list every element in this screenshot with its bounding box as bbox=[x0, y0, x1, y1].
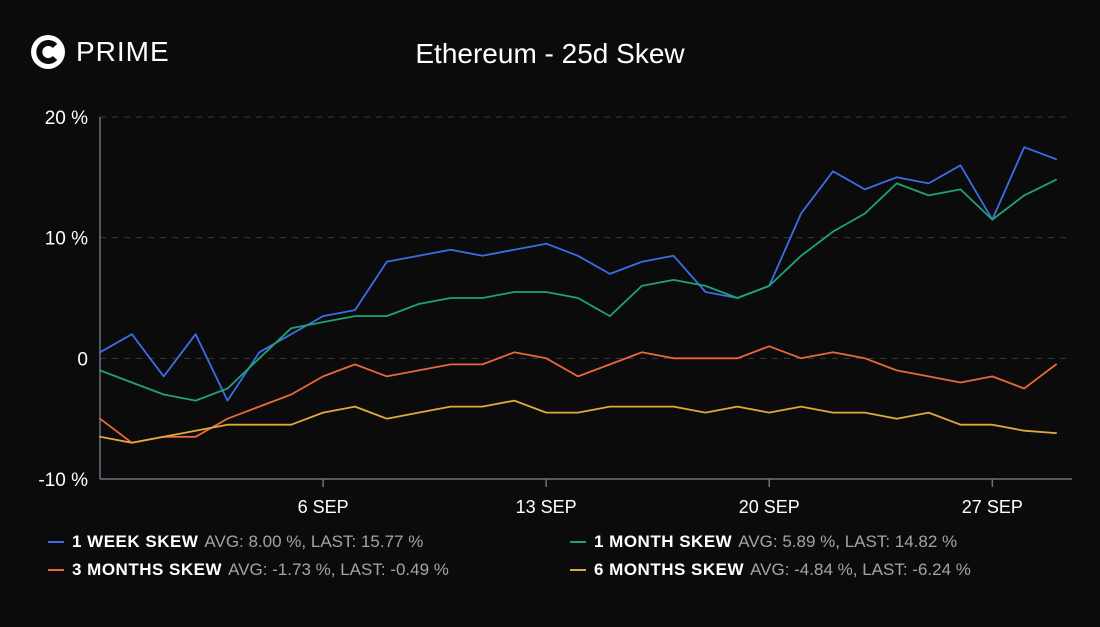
legend: 1 WEEK SKEW AVG: 8.00 %, LAST: 15.77 % 1… bbox=[48, 532, 1068, 588]
prime-logo-icon bbox=[31, 35, 65, 69]
legend-avg: AVG: -4.84 % bbox=[750, 560, 853, 579]
legend-item-1-week: 1 WEEK SKEW AVG: 8.00 %, LAST: 15.77 % bbox=[48, 532, 423, 552]
legend-series-name: 1 MONTH SKEW bbox=[594, 532, 733, 551]
legend-swatch bbox=[48, 569, 64, 571]
legend-swatch bbox=[48, 541, 64, 543]
legend-item-6-months: 6 MONTHS SKEW AVG: -4.84 %, LAST: -6.24 … bbox=[570, 560, 971, 580]
legend-item-1-month: 1 MONTH SKEW AVG: 5.89 %, LAST: 14.82 % bbox=[570, 532, 957, 552]
series-line-3 bbox=[99, 399, 1057, 444]
legend-item-3-months: 3 MONTHS SKEW AVG: -1.73 %, LAST: -0.49 … bbox=[48, 560, 449, 580]
legend-last: LAST: -6.24 % bbox=[862, 560, 971, 579]
grid-lines bbox=[100, 116, 1072, 359]
x-axis-ticks: 6 SEP 13 SEP 20 SEP 27 SEP bbox=[298, 479, 1023, 517]
x-tick-label: 20 SEP bbox=[739, 497, 800, 517]
legend-series-name: 6 MONTHS SKEW bbox=[594, 560, 745, 579]
chart-title: Ethereum - 25d Skew bbox=[415, 38, 685, 69]
y-tick-label: 10 % bbox=[45, 229, 88, 250]
series-line-0 bbox=[99, 146, 1057, 402]
legend-row: 3 MONTHS SKEW AVG: -1.73 %, LAST: -0.49 … bbox=[48, 560, 1068, 588]
y-tick-label: -10 % bbox=[38, 470, 88, 491]
legend-swatch bbox=[570, 541, 586, 543]
x-tick-label: 13 SEP bbox=[516, 497, 577, 517]
brand: PRIME bbox=[30, 34, 170, 70]
legend-avg: AVG: -1.73 % bbox=[228, 560, 331, 579]
y-axis-ticks: 20 % 10 % 0 -10 % bbox=[38, 108, 88, 491]
legend-avg: AVG: 5.89 % bbox=[738, 532, 836, 551]
series-lines bbox=[99, 146, 1057, 444]
legend-series-name: 1 WEEK SKEW bbox=[72, 532, 199, 551]
legend-series-name: 3 MONTHS SKEW bbox=[72, 560, 223, 579]
legend-row: 1 WEEK SKEW AVG: 8.00 %, LAST: 15.77 % 1… bbox=[48, 532, 1068, 560]
brand-name: PRIME bbox=[76, 36, 170, 67]
series-line-1 bbox=[99, 178, 1057, 402]
legend-swatch bbox=[570, 569, 586, 571]
series-line-2 bbox=[99, 345, 1057, 444]
legend-last: LAST: -0.49 % bbox=[340, 560, 449, 579]
y-tick-label: 0 bbox=[77, 349, 88, 370]
legend-last: LAST: 15.77 % bbox=[310, 532, 424, 551]
x-tick-label: 27 SEP bbox=[962, 497, 1023, 517]
legend-last: LAST: 14.82 % bbox=[844, 532, 958, 551]
y-tick-label: 20 % bbox=[45, 108, 88, 129]
legend-avg: AVG: 8.00 % bbox=[204, 532, 302, 551]
x-tick-label: 6 SEP bbox=[298, 497, 349, 517]
